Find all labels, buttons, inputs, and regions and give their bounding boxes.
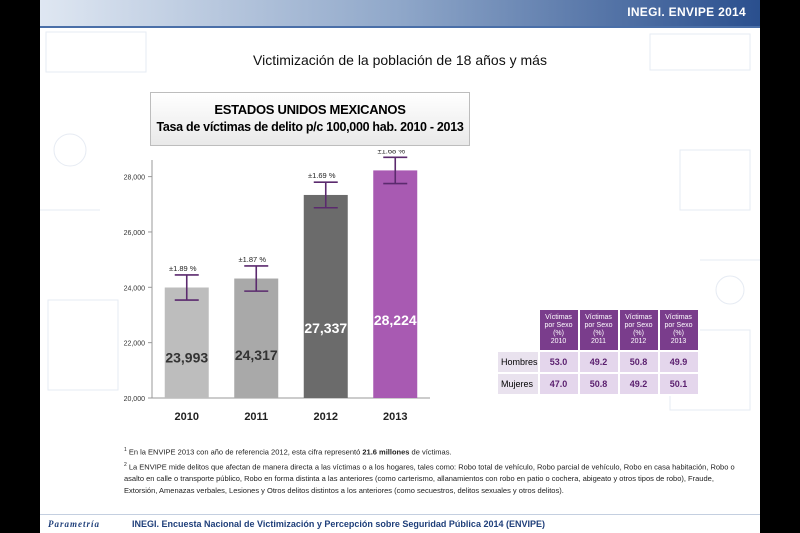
table-cell: 50.8 xyxy=(577,372,620,396)
parametria-logo: Parametría xyxy=(48,519,100,529)
row-label: Mujeres xyxy=(496,372,540,396)
x-tick-label: 2013 xyxy=(383,411,407,423)
footnote-2: 2 La ENVIPE mide delitos que afectan de … xyxy=(124,461,735,496)
y-tick-label: 20,000 xyxy=(124,396,146,403)
table-row-mujeres: Mujeres 47.0 50.8 49.2 50.1 xyxy=(496,372,700,396)
top-band: INEGI. ENVIPE 2014 xyxy=(40,0,760,26)
footnote-1-text: En la ENVIPE 2013 con año de referencia … xyxy=(128,447,363,457)
table-header-2012: Víctimas por Sexo (%) 2012 xyxy=(617,308,660,352)
top-rule xyxy=(40,26,760,28)
table-cell: 49.9 xyxy=(657,350,700,374)
footer-source: INEGI. Encuesta Nacional de Victimizació… xyxy=(132,519,545,529)
table-header-2013: Víctimas por Sexo (%) 2013 xyxy=(657,308,700,352)
bar-chart: 20,000 22,000 24,000 26,000 28,000 ±1.89 % 23,… xyxy=(124,150,430,423)
table-header-2010: Víctimas por Sexo (%) 2010 xyxy=(537,308,580,352)
table-corner xyxy=(497,309,539,351)
footnote-1-bold: 21.6 millones xyxy=(362,447,410,457)
chart-title-box: ESTADOS UNIDOS MEXICANOS Tasa de víctima… xyxy=(150,92,470,146)
footnotes: 1 En la ENVIPE 2013 con año de referenci… xyxy=(124,444,744,497)
table-cell: 50.1 xyxy=(657,372,700,396)
victims-by-sex-table: Víctimas por Sexo (%) 2010 Víctimas por Sexo… xyxy=(496,308,700,396)
x-tick-label: 2010 xyxy=(175,411,199,423)
value-label: 24,317 xyxy=(235,347,278,363)
x-tick-label: 2012 xyxy=(314,411,338,423)
chart-title-line2: Tasa de víctimas de delito p/c 100,000 h… xyxy=(156,120,464,134)
slide-title: Victimización de la población de 18 años… xyxy=(253,52,547,68)
footnote-2-text: La ENVIPE mide delitos que afectan de ma… xyxy=(124,462,735,495)
slide: INEGI. ENVIPE 2014 Victimización de la p… xyxy=(40,0,760,533)
y-tick-label: 26,000 xyxy=(124,230,146,237)
table-row-hombres: Hombres 53.0 49.2 50.8 49.9 xyxy=(496,350,700,374)
table-header-2011: Víctimas por Sexo (%) 2011 xyxy=(577,308,620,352)
bar-2010 xyxy=(164,287,209,398)
footnote-1: 1 En la ENVIPE 2013 con año de referenci… xyxy=(124,447,452,457)
value-label: 27,337 xyxy=(304,320,347,336)
footnote-1-suffix: de víctimas. xyxy=(409,447,452,457)
error-label: ±1.68 % xyxy=(378,150,406,155)
x-tick-label: 2011 xyxy=(244,411,268,423)
table-cell: 50.8 xyxy=(617,350,660,374)
table-cell: 47.0 xyxy=(537,372,580,396)
bar-2012 xyxy=(303,194,348,398)
table-cell: 49.2 xyxy=(617,372,660,396)
bar-2013 xyxy=(373,170,418,398)
y-tick-label: 24,000 xyxy=(124,285,146,292)
y-tick-label: 22,000 xyxy=(124,341,146,348)
error-label: ±1.89 % xyxy=(169,264,197,273)
bar-2011 xyxy=(234,278,279,398)
error-label: ±1.87 % xyxy=(239,255,267,264)
table-cell: 53.0 xyxy=(537,350,580,374)
y-tick-label: 28,000 xyxy=(124,175,146,182)
footer-rule xyxy=(40,514,760,515)
value-label: 23,993 xyxy=(165,350,208,366)
table-cell: 49.2 xyxy=(577,350,620,374)
value-label: 28,224 xyxy=(374,312,417,328)
top-bar-title: INEGI. ENVIPE 2014 xyxy=(627,5,746,19)
chart-title-line1: ESTADOS UNIDOS MEXICANOS xyxy=(214,102,406,117)
row-label: Hombres xyxy=(496,350,540,374)
error-label: ±1.69 % xyxy=(308,171,336,180)
